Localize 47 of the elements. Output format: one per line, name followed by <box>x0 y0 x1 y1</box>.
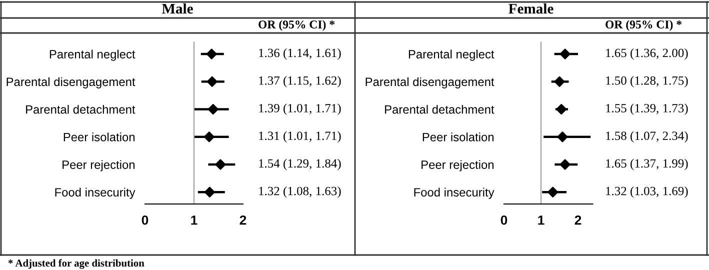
data-label: 1.39 (1.01, 1.71) <box>259 104 341 115</box>
y-tick-label: Parental disengagement <box>6 77 136 88</box>
data-label: 1.65 (1.36, 2.00) <box>606 48 688 60</box>
text: * Adjusted for age distribution <box>8 259 144 269</box>
point <box>208 104 218 115</box>
point <box>206 76 218 87</box>
text: OR (95% CI) * <box>606 20 682 31</box>
y-tick-label: Parental neglect <box>50 50 136 61</box>
text: OR (95% CI) * <box>258 20 335 31</box>
x-tick-label: 1 <box>191 216 198 225</box>
y-tick-label: Parental detachment <box>385 104 494 114</box>
data-label: 1.54 (1.29, 1.84) <box>259 158 341 170</box>
data-label: 1.58 (1.07, 2.34) <box>606 131 688 143</box>
point <box>206 48 217 60</box>
y-tick-label: Parental disengagement <box>366 77 494 88</box>
y-tick-label: Peer isolation <box>422 132 494 142</box>
data-label: 1.65 (1.37, 1.99) <box>606 158 688 170</box>
y-tick-label: Peer rejection <box>62 160 135 172</box>
x-tick-label: 0 <box>142 215 148 225</box>
data-label: 1.32 (1.03, 1.69) <box>606 186 688 198</box>
y-tick-label: Parental neglect <box>408 50 494 61</box>
chart-title: Male <box>162 3 193 14</box>
x-tick-label: 1 <box>538 216 544 225</box>
point <box>557 132 568 142</box>
point <box>215 159 226 170</box>
data-label: 1.55 (1.39, 1.73) <box>606 104 688 115</box>
point <box>556 104 567 115</box>
y-tick-label: Peer rejection <box>422 160 494 172</box>
data-label: 1.37 (1.15, 1.62) <box>259 76 341 88</box>
data-label: 1.50 (1.28, 1.75) <box>606 76 688 88</box>
x-tick-label: 2 <box>240 215 246 225</box>
point <box>548 186 558 198</box>
y-tick-label: Peer isolation <box>64 132 135 142</box>
x-tick-label: 2 <box>574 215 582 225</box>
data-label: 1.31 (1.01, 1.71) <box>259 131 341 143</box>
point <box>204 186 215 198</box>
x-tick-label: 0 <box>500 215 508 225</box>
y-tick-label: Food insecurity <box>414 188 494 199</box>
point <box>204 132 214 142</box>
y-tick-label: Parental detachment <box>26 104 136 114</box>
point <box>560 48 570 60</box>
data-label: 1.36 (1.14, 1.61) <box>259 48 341 60</box>
point <box>560 159 570 170</box>
y-tick-label: Food insecurity <box>55 188 136 199</box>
point <box>554 76 565 87</box>
chart-title: Female <box>508 3 554 14</box>
data-label: 1.32 (1.08, 1.63) <box>259 186 341 198</box>
